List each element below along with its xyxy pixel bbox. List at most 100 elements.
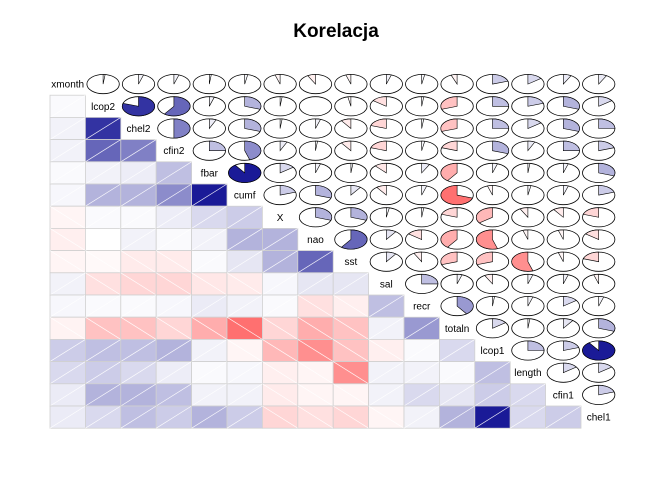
variable-label-sst: sst — [345, 257, 358, 268]
pie-cell — [263, 185, 297, 206]
pie-cell — [582, 162, 616, 183]
shade-cell — [85, 405, 122, 429]
pie-cell — [405, 162, 439, 183]
shade-cell — [261, 250, 299, 274]
pie-cell — [228, 162, 262, 183]
shade-cell — [85, 183, 122, 207]
pie-cell — [582, 273, 616, 294]
shade-cell — [85, 117, 122, 141]
shade-cell — [49, 294, 86, 318]
pie-cell — [405, 96, 439, 117]
variable-label-cfin1: cfin1 — [553, 390, 575, 401]
pie-cell — [582, 140, 616, 161]
shade-cell — [297, 316, 334, 340]
pie-cell — [546, 273, 580, 294]
shade-cell — [474, 383, 511, 407]
pie-cell — [511, 229, 545, 250]
shade-cell — [85, 205, 122, 229]
pie-cell — [546, 140, 580, 161]
pie-cell — [369, 74, 403, 95]
shade-cell — [155, 383, 192, 407]
variable-label-cumf: cumf — [234, 191, 256, 202]
shade-cell — [120, 161, 157, 185]
shade-cell — [120, 250, 157, 274]
shade-cell — [297, 294, 334, 318]
shade-cell — [85, 161, 122, 185]
pie-cell — [405, 140, 439, 161]
pie-cell — [334, 74, 368, 95]
shade-cell — [49, 338, 86, 362]
pie-cell — [582, 318, 616, 339]
pie-cell — [511, 273, 545, 294]
shade-cell — [368, 316, 405, 340]
pie-cell — [440, 162, 474, 183]
shade-cell — [85, 139, 122, 163]
pie-cell — [334, 96, 368, 117]
shade-cell — [191, 361, 228, 385]
shade-cell — [226, 272, 263, 296]
pie-cell — [192, 118, 226, 139]
variable-label-chel2: chel2 — [127, 124, 151, 135]
shade-cell — [438, 405, 476, 429]
shade-cell — [368, 361, 405, 385]
shade-cell — [438, 338, 476, 362]
pie-cell — [298, 74, 333, 95]
pie-cell — [334, 162, 368, 183]
shade-cell — [155, 294, 192, 318]
shade-cell — [155, 205, 192, 229]
pie-cell — [121, 96, 156, 117]
pie-cell — [440, 273, 474, 294]
pie-cell — [192, 96, 226, 117]
pie-cell — [511, 140, 545, 161]
shade-cell — [509, 405, 547, 429]
pie-cell — [298, 96, 333, 117]
variable-label-recr: recr — [413, 302, 431, 313]
pie-cell — [369, 229, 403, 250]
shade-cell — [261, 272, 299, 296]
shade-cell — [332, 294, 370, 318]
pie-cell — [369, 118, 403, 139]
shade-cell — [49, 183, 86, 207]
shade-cell — [49, 161, 86, 185]
pie-cell — [405, 251, 439, 272]
shade-cell — [332, 361, 370, 385]
shade-cell — [120, 405, 157, 429]
shade-cell — [155, 405, 192, 429]
pie-cell — [582, 340, 616, 361]
pie-cell — [334, 229, 368, 250]
pie-cell — [511, 74, 545, 95]
shade-cell — [49, 383, 86, 407]
shade-cell — [155, 250, 192, 274]
pie-cell — [440, 185, 474, 206]
pie-cell — [511, 207, 545, 228]
shade-cell — [368, 338, 405, 362]
shade-cell — [120, 139, 157, 163]
pie-cell — [440, 74, 474, 95]
shade-cell — [120, 272, 157, 296]
shade-cell — [49, 227, 86, 251]
pie-cell — [369, 207, 403, 228]
shade-cell — [332, 383, 370, 407]
pie-cell — [511, 96, 545, 117]
shade-cell — [191, 250, 228, 274]
pie-cell — [582, 96, 616, 117]
pie-cell — [263, 96, 297, 117]
shade-cell — [49, 117, 86, 141]
pie-cell — [263, 74, 297, 95]
pie-cell — [369, 185, 403, 206]
pie-cell — [298, 118, 333, 139]
pie-cell — [440, 296, 474, 317]
shade-cell — [191, 316, 228, 340]
pie-cell — [546, 207, 580, 228]
pie-cell — [298, 140, 333, 161]
pie-cell — [582, 362, 616, 383]
shade-cell — [226, 250, 263, 274]
shade-cell — [191, 338, 228, 362]
shade-cell — [474, 361, 511, 385]
pie-cell — [546, 185, 580, 206]
variable-label-totaln: totaln — [445, 324, 469, 335]
shade-cell — [191, 294, 228, 318]
shade-cell — [49, 94, 86, 118]
lower-shade-panel — [49, 94, 582, 429]
